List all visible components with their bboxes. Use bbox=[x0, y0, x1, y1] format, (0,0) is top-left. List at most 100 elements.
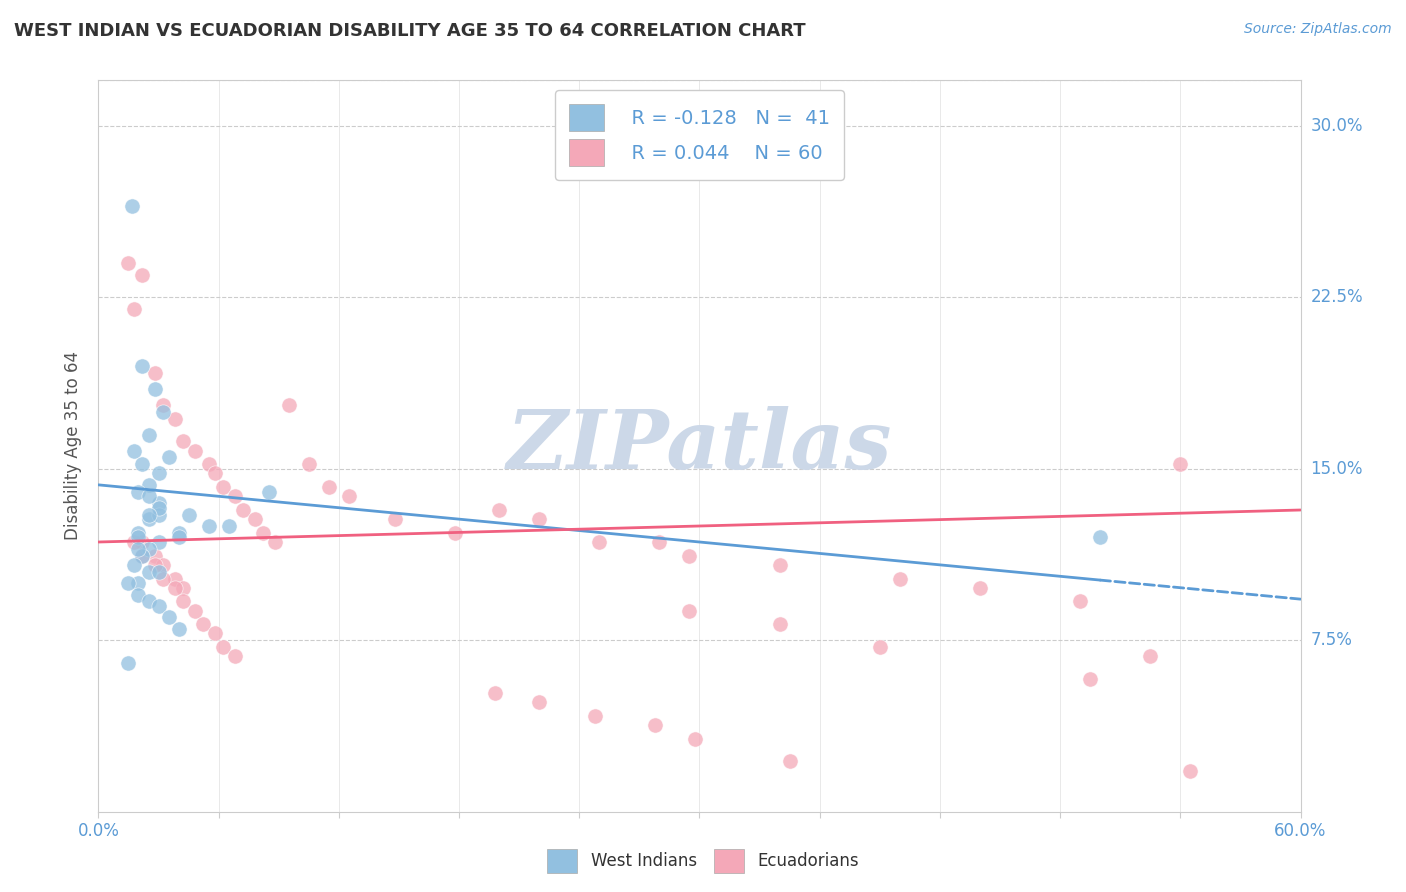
Point bbox=[197, 458, 219, 472]
Point bbox=[138, 512, 160, 526]
Point bbox=[224, 649, 246, 664]
Point bbox=[128, 541, 150, 556]
Point bbox=[143, 549, 166, 563]
Point bbox=[121, 199, 143, 213]
Point bbox=[148, 496, 170, 510]
Y-axis label: Disability Age 35 to 64: Disability Age 35 to 64 bbox=[65, 351, 83, 541]
Point bbox=[211, 480, 233, 494]
Point bbox=[128, 525, 150, 540]
Point bbox=[148, 500, 170, 515]
Point bbox=[148, 599, 170, 613]
Legend:   R = -0.128   N =  41,   R = 0.044    N = 60: R = -0.128 N = 41, R = 0.044 N = 60 bbox=[555, 90, 844, 180]
Point bbox=[889, 572, 911, 586]
Point bbox=[167, 530, 190, 544]
Point bbox=[131, 549, 153, 563]
Point bbox=[204, 626, 226, 640]
Point bbox=[172, 581, 194, 595]
Text: WEST INDIAN VS ECUADORIAN DISABILITY AGE 35 TO 64 CORRELATION CHART: WEST INDIAN VS ECUADORIAN DISABILITY AGE… bbox=[14, 22, 806, 40]
Point bbox=[143, 558, 166, 572]
Point bbox=[1088, 530, 1111, 544]
Point bbox=[124, 443, 146, 458]
Point bbox=[779, 755, 801, 769]
Point bbox=[183, 443, 205, 458]
Point bbox=[138, 427, 160, 442]
Point bbox=[124, 558, 146, 572]
Text: 30.0%: 30.0% bbox=[1310, 117, 1362, 135]
Point bbox=[588, 535, 610, 549]
Point bbox=[163, 411, 186, 425]
Point bbox=[167, 622, 190, 636]
Point bbox=[131, 268, 153, 282]
Point bbox=[685, 731, 707, 746]
Point bbox=[148, 565, 170, 579]
Point bbox=[128, 484, 150, 499]
Point bbox=[131, 535, 153, 549]
Point bbox=[232, 503, 254, 517]
Point bbox=[529, 512, 551, 526]
Point bbox=[488, 503, 510, 517]
Point bbox=[183, 603, 205, 617]
Point bbox=[1180, 764, 1202, 778]
Point bbox=[678, 549, 700, 563]
Point bbox=[1078, 672, 1101, 686]
Point bbox=[128, 576, 150, 591]
Point bbox=[1139, 649, 1161, 664]
Point bbox=[124, 301, 146, 316]
Point bbox=[1069, 594, 1091, 608]
Text: 15.0%: 15.0% bbox=[1310, 460, 1362, 478]
Point bbox=[644, 718, 666, 732]
Point bbox=[131, 458, 153, 472]
Point bbox=[218, 519, 240, 533]
Text: ZIPatlas: ZIPatlas bbox=[506, 406, 893, 486]
Point bbox=[384, 512, 406, 526]
Point bbox=[298, 458, 321, 472]
Point bbox=[143, 382, 166, 396]
Point bbox=[152, 558, 174, 572]
Point bbox=[131, 359, 153, 373]
Point bbox=[177, 508, 200, 522]
Point bbox=[148, 467, 170, 481]
Point bbox=[148, 535, 170, 549]
Point bbox=[131, 549, 153, 563]
Point bbox=[191, 617, 214, 632]
Text: 22.5%: 22.5% bbox=[1310, 288, 1362, 307]
Point bbox=[444, 525, 467, 540]
Point bbox=[138, 594, 160, 608]
Point bbox=[117, 256, 139, 270]
Point bbox=[263, 535, 285, 549]
Point bbox=[172, 434, 194, 449]
Point bbox=[768, 558, 790, 572]
Point bbox=[204, 467, 226, 481]
Point bbox=[128, 588, 150, 602]
Text: Source: ZipAtlas.com: Source: ZipAtlas.com bbox=[1244, 22, 1392, 37]
Point bbox=[128, 530, 150, 544]
Point bbox=[167, 525, 190, 540]
Point bbox=[583, 708, 606, 723]
Point bbox=[1170, 458, 1192, 472]
Point bbox=[152, 398, 174, 412]
Point bbox=[197, 519, 219, 533]
Point bbox=[117, 576, 139, 591]
Point bbox=[529, 695, 551, 709]
Point bbox=[257, 484, 280, 499]
Point bbox=[318, 480, 340, 494]
Point bbox=[768, 617, 790, 632]
Point bbox=[148, 508, 170, 522]
Point bbox=[224, 489, 246, 503]
Point bbox=[678, 603, 700, 617]
Text: 7.5%: 7.5% bbox=[1310, 632, 1353, 649]
Point bbox=[157, 450, 180, 465]
Point bbox=[211, 640, 233, 655]
Point bbox=[138, 489, 160, 503]
Point bbox=[124, 535, 146, 549]
Point bbox=[337, 489, 360, 503]
Point bbox=[152, 572, 174, 586]
Point bbox=[152, 405, 174, 419]
Legend: West Indians, Ecuadorians: West Indians, Ecuadorians bbox=[541, 842, 865, 880]
Point bbox=[969, 581, 991, 595]
Point bbox=[484, 686, 506, 700]
Point bbox=[277, 398, 299, 412]
Point bbox=[172, 594, 194, 608]
Point bbox=[143, 366, 166, 380]
Point bbox=[243, 512, 266, 526]
